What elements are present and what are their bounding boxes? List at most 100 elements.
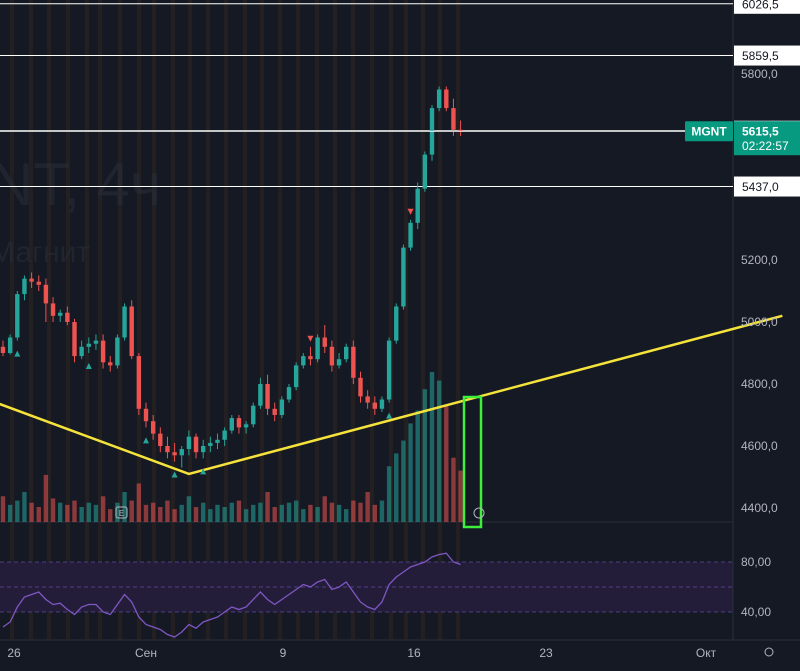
trendline[interactable] [0,314,783,476]
earnings-marker-icon[interactable] [115,506,128,519]
volume-bar [436,380,442,522]
candle-body [179,449,184,456]
candle-body [79,346,84,357]
buy-signal-icon [85,363,92,369]
volume-bar [415,410,420,522]
volume-bar [394,453,399,522]
candle-body [279,399,285,415]
volume-bar [86,502,91,522]
candle-body [93,340,99,344]
session-band [278,0,282,640]
rsi-line [2,552,461,638]
volume-bar [351,500,356,522]
candle-body [186,436,192,450]
candle-body [22,278,27,295]
session-bands [10,0,460,640]
candle-body [415,188,420,223]
volume-bar [236,500,242,522]
volume-bar [358,502,363,522]
candle-body [36,281,41,285]
buy-signal-icon [386,412,393,419]
candle-body [386,340,392,400]
volume-bar [372,504,377,522]
candle-body [458,129,463,132]
candle-body [351,346,356,378]
volume-bar [7,504,13,522]
volume-bar [279,504,285,522]
candle-body [7,337,13,353]
volume-bar [401,440,406,522]
candle-body [265,384,270,409]
volume-bar [451,457,456,522]
settings-gear-icon[interactable] [764,647,774,657]
volume-bar [329,502,335,522]
volume-bars [0,372,463,522]
candle-body [379,399,385,409]
volume-bar [458,470,463,522]
session-band [29,0,33,640]
watermark-symbol: NT, 4ч [0,151,161,218]
volume-bar [243,509,249,522]
volume-bar [0,496,6,522]
candle-body [401,247,406,307]
session-band [224,0,228,640]
candle-body [65,312,70,322]
time-axis-label: Сен [135,646,157,660]
session-band [404,0,408,640]
session-band [188,0,192,640]
candle-body [451,108,456,130]
session-band [456,0,460,640]
volume-bar [322,496,327,522]
candle-body [365,396,370,403]
volume-bar [215,504,220,522]
volume-bar [315,507,320,522]
candle-body [293,365,299,388]
price-axis[interactable]: 5800,0 5200,0 5000,0 4800,0 4600,0 4400,0 [741,67,778,515]
candle-body [215,439,220,443]
candle-body [444,89,449,109]
session-band [243,0,247,640]
session-band [47,0,51,640]
candle-body [172,452,177,456]
highlight-box[interactable] [462,395,483,529]
rsi-indicator [2,552,461,638]
price-axis-tick-label: 4400,0 [741,501,778,515]
session-band [438,0,442,640]
session-band [10,0,14,640]
volume-bar [208,509,213,522]
candle-body [72,322,77,357]
price-axis-tick-label: 5200,0 [741,253,778,267]
time-axis[interactable]: 26 Сен 9 16 23 Окт [7,646,716,660]
volume-bar [58,502,63,522]
volume-bar [15,500,20,522]
candle-body [243,424,249,428]
symbol-badge[interactable] [685,121,733,142]
signal-markers [14,208,414,478]
candle-body [301,356,306,366]
candle-body [308,356,313,360]
session-band [137,0,141,640]
watermark-name: Магнит [0,236,90,269]
level-price-badge-label: 5437,0 [742,180,779,194]
volume-bar [286,502,292,522]
level-price-badge [734,45,800,66]
level-price-badge [734,176,800,197]
trendline-group[interactable] [0,314,783,476]
candle-body [193,436,199,453]
candle-body [43,284,49,304]
candle-body [86,343,91,347]
volume-bar [272,507,277,522]
candle-body [322,337,327,347]
candle-body [344,346,349,360]
candle-body [15,294,20,338]
volume-bar [172,509,177,522]
candle-body [108,362,113,366]
last-price-badge [734,121,800,156]
volume-bar [136,483,142,522]
buy-signal-icon [200,468,207,475]
session-band [296,0,300,640]
volume-bar [100,496,106,522]
indicator-clock-icon[interactable] [473,507,485,519]
